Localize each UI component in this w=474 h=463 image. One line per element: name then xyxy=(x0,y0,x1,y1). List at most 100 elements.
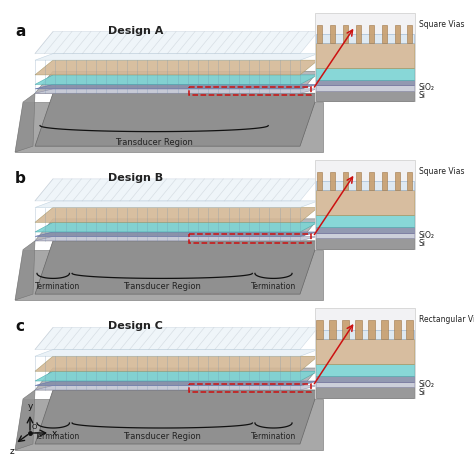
Text: Transducer Region: Transducer Region xyxy=(115,138,193,147)
Bar xyxy=(316,387,414,398)
Text: c: c xyxy=(15,319,24,334)
Bar xyxy=(356,172,361,190)
Bar xyxy=(316,181,414,190)
Bar xyxy=(316,43,414,68)
Bar xyxy=(316,382,414,387)
Bar xyxy=(369,25,374,43)
Bar xyxy=(316,338,414,364)
Bar xyxy=(355,320,362,338)
Text: SiO₂: SiO₂ xyxy=(419,231,435,240)
Polygon shape xyxy=(35,350,318,356)
Bar xyxy=(408,172,412,190)
Bar xyxy=(395,172,400,190)
Text: O: O xyxy=(32,424,37,430)
Bar xyxy=(315,160,415,249)
Text: Rectangular Vias: Rectangular Vias xyxy=(419,315,474,324)
Text: Termination: Termination xyxy=(251,432,296,441)
Text: Si: Si xyxy=(419,388,426,397)
Bar xyxy=(189,383,311,392)
Bar xyxy=(316,91,414,101)
Polygon shape xyxy=(35,371,318,381)
Bar xyxy=(395,25,400,43)
Bar xyxy=(343,25,348,43)
Polygon shape xyxy=(35,89,318,93)
Bar xyxy=(330,172,336,190)
Bar xyxy=(356,25,361,43)
Polygon shape xyxy=(35,84,318,89)
Text: SiO₂: SiO₂ xyxy=(419,380,435,389)
Polygon shape xyxy=(35,386,318,390)
Polygon shape xyxy=(35,219,318,241)
Text: Transducer Region: Transducer Region xyxy=(123,282,201,291)
Bar xyxy=(318,172,322,190)
Text: Square Vias: Square Vias xyxy=(419,20,465,29)
Text: b: b xyxy=(15,171,26,186)
Bar xyxy=(393,320,401,338)
Text: Design B: Design B xyxy=(108,173,163,183)
Bar xyxy=(381,320,388,338)
Bar xyxy=(318,25,322,43)
Polygon shape xyxy=(15,250,323,300)
Text: SiO₂: SiO₂ xyxy=(419,83,435,93)
Bar xyxy=(343,172,348,190)
Polygon shape xyxy=(35,71,318,93)
Polygon shape xyxy=(35,179,318,201)
Text: Termination: Termination xyxy=(35,432,80,441)
Bar xyxy=(316,215,414,227)
Bar xyxy=(330,25,336,43)
Bar xyxy=(316,34,414,43)
Bar xyxy=(315,308,415,398)
Bar xyxy=(316,238,414,249)
Bar xyxy=(369,172,374,190)
Bar xyxy=(342,320,349,338)
Text: Design A: Design A xyxy=(108,25,164,36)
Text: Termination: Termination xyxy=(251,282,296,291)
Polygon shape xyxy=(15,399,323,450)
Polygon shape xyxy=(15,390,35,450)
Bar xyxy=(317,320,323,338)
Polygon shape xyxy=(35,237,318,241)
Bar xyxy=(408,25,412,43)
Polygon shape xyxy=(35,93,318,146)
Bar xyxy=(382,25,387,43)
Text: Termination: Termination xyxy=(35,282,80,291)
Polygon shape xyxy=(35,241,318,294)
Polygon shape xyxy=(15,93,35,152)
Bar xyxy=(316,68,414,80)
Polygon shape xyxy=(15,241,35,300)
Polygon shape xyxy=(35,327,318,350)
Polygon shape xyxy=(35,31,318,54)
Polygon shape xyxy=(35,207,318,222)
Bar xyxy=(316,364,414,376)
Text: Transducer Region: Transducer Region xyxy=(123,432,201,441)
Polygon shape xyxy=(35,368,318,390)
Bar xyxy=(316,376,414,382)
Bar xyxy=(189,87,311,95)
Text: Design C: Design C xyxy=(108,321,163,331)
Bar xyxy=(316,80,414,85)
Text: y: y xyxy=(27,402,33,411)
Bar xyxy=(407,320,413,338)
Polygon shape xyxy=(35,232,318,237)
Bar xyxy=(189,234,311,243)
Text: a: a xyxy=(15,24,26,39)
Polygon shape xyxy=(35,356,318,371)
Bar xyxy=(382,172,387,190)
Bar xyxy=(316,330,414,338)
Text: Si: Si xyxy=(419,91,426,100)
Bar xyxy=(316,85,414,91)
Text: Si: Si xyxy=(419,239,426,248)
Polygon shape xyxy=(35,381,318,386)
Polygon shape xyxy=(35,390,318,444)
Bar xyxy=(329,320,337,338)
Polygon shape xyxy=(35,222,318,232)
Bar xyxy=(368,320,375,338)
Polygon shape xyxy=(35,75,318,84)
Bar xyxy=(316,233,414,238)
Polygon shape xyxy=(35,201,318,207)
Polygon shape xyxy=(15,102,323,152)
Text: x: x xyxy=(52,428,57,438)
Bar xyxy=(316,190,414,215)
Polygon shape xyxy=(35,54,318,60)
Polygon shape xyxy=(35,60,318,75)
